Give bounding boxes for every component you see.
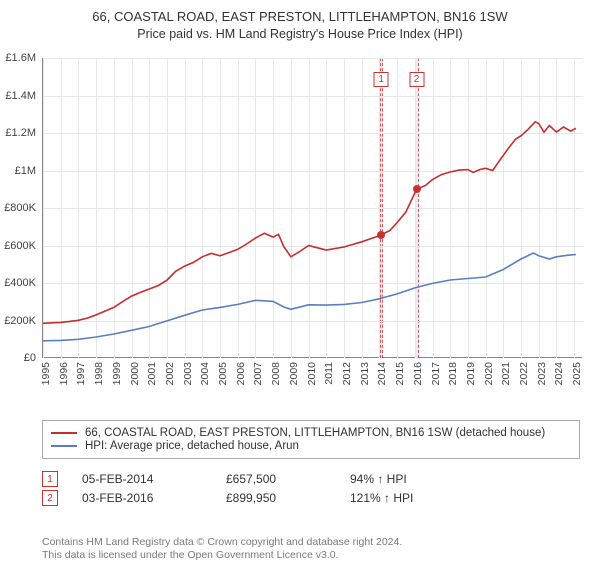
series-hpi-line bbox=[43, 253, 576, 341]
ytick-label: £1.2M bbox=[5, 127, 36, 139]
xtick-label: 2007 bbox=[252, 362, 264, 385]
event-delta-2: 121% ↑ HPI bbox=[350, 491, 480, 505]
footer-line2: This data is licensed under the Open Gov… bbox=[42, 549, 580, 562]
xtick-label: 2024 bbox=[553, 362, 565, 385]
legend: 66, COASTAL ROAD, EAST PRESTON, LITTLEHA… bbox=[42, 420, 580, 459]
xtick-label: 2003 bbox=[182, 362, 194, 385]
xtick-label: 2001 bbox=[146, 362, 158, 385]
footer-line1: Contains HM Land Registry data © Crown c… bbox=[42, 536, 580, 549]
chart-title-line2: Price paid vs. HM Land Registry's House … bbox=[0, 27, 600, 41]
xtick-label: 2017 bbox=[430, 362, 442, 385]
xtick-label: 2002 bbox=[164, 362, 176, 385]
xtick-label: 2010 bbox=[306, 362, 318, 385]
line-layer bbox=[43, 58, 583, 358]
xtick-label: 2011 bbox=[323, 362, 335, 385]
xtick-label: 2021 bbox=[500, 362, 512, 385]
ytick-label: £600K bbox=[4, 240, 36, 252]
legend-item-hpi: HPI: Average price, detached house, Arun bbox=[51, 440, 571, 452]
xtick-label: 2009 bbox=[288, 362, 300, 385]
footer: Contains HM Land Registry data © Crown c… bbox=[42, 536, 580, 562]
ytick-label: £1.4M bbox=[5, 90, 36, 102]
xtick-label: 1997 bbox=[75, 362, 87, 385]
xtick-label: 2014 bbox=[376, 362, 388, 385]
event-row-1: 1 05-FEB-2014 £657,500 94% ↑ HPI bbox=[42, 471, 580, 487]
xtick-label: 2019 bbox=[465, 362, 477, 385]
xtick-label: 2000 bbox=[129, 362, 141, 385]
xtick-label: 2016 bbox=[412, 362, 424, 385]
ytick-label: £0 bbox=[24, 352, 36, 364]
event-date-2: 03-FEB-2016 bbox=[82, 491, 202, 505]
xtick-label: 2008 bbox=[270, 362, 282, 385]
event-date-1: 05-FEB-2014 bbox=[82, 472, 202, 486]
chart-title-line1: 66, COASTAL ROAD, EAST PRESTON, LITTLEHA… bbox=[0, 8, 600, 26]
xtick-label: 2020 bbox=[483, 362, 495, 385]
xtick-label: 2025 bbox=[571, 362, 583, 385]
xtick-label: 2005 bbox=[217, 362, 229, 385]
event-price-1: £657,500 bbox=[226, 472, 326, 486]
xtick-label: 2018 bbox=[447, 362, 459, 385]
legend-label-hpi: HPI: Average price, detached house, Arun bbox=[85, 440, 299, 452]
event-row-2: 2 03-FEB-2016 £899,950 121% ↑ HPI bbox=[42, 490, 580, 506]
legend-swatch-property bbox=[51, 432, 77, 434]
xtick-label: 2015 bbox=[394, 362, 406, 385]
xtick-label: 2012 bbox=[341, 362, 353, 385]
ytick-label: £800K bbox=[4, 202, 36, 214]
ytick-label: £400K bbox=[4, 277, 36, 289]
series-property-line bbox=[43, 122, 576, 323]
xtick-label: 1999 bbox=[111, 362, 123, 385]
legend-swatch-hpi bbox=[51, 445, 77, 447]
xtick-label: 2023 bbox=[536, 362, 548, 385]
ytick-label: £1.6M bbox=[5, 52, 36, 64]
event-delta-1: 94% ↑ HPI bbox=[350, 472, 480, 486]
event-badge-1: 1 bbox=[42, 471, 58, 487]
xtick-label: 1998 bbox=[93, 362, 105, 385]
xtick-label: 2013 bbox=[359, 362, 371, 385]
legend-label-property: 66, COASTAL ROAD, EAST PRESTON, LITTLEHA… bbox=[85, 427, 545, 439]
ytick-label: £1M bbox=[15, 165, 36, 177]
xtick-label: 2006 bbox=[235, 362, 247, 385]
events-table: 1 05-FEB-2014 £657,500 94% ↑ HPI 2 03-FE… bbox=[42, 468, 580, 509]
chart-plot-wrap: 12 £0£200K£400K£600K£800K£1M£1.2M£1.4M£1… bbox=[42, 58, 582, 388]
xtick-label: 1995 bbox=[40, 362, 52, 385]
event-price-2: £899,950 bbox=[226, 491, 326, 505]
legend-item-property: 66, COASTAL ROAD, EAST PRESTON, LITTLEHA… bbox=[51, 427, 571, 439]
xtick-label: 2022 bbox=[518, 362, 530, 385]
xtick-label: 2004 bbox=[199, 362, 211, 385]
event-badge-2: 2 bbox=[42, 490, 58, 506]
xtick-label: 1996 bbox=[58, 362, 70, 385]
plot-area: 12 bbox=[42, 58, 582, 358]
chart-container: 66, COASTAL ROAD, EAST PRESTON, LITTLEHA… bbox=[0, 8, 600, 568]
ytick-label: £200K bbox=[4, 315, 36, 327]
